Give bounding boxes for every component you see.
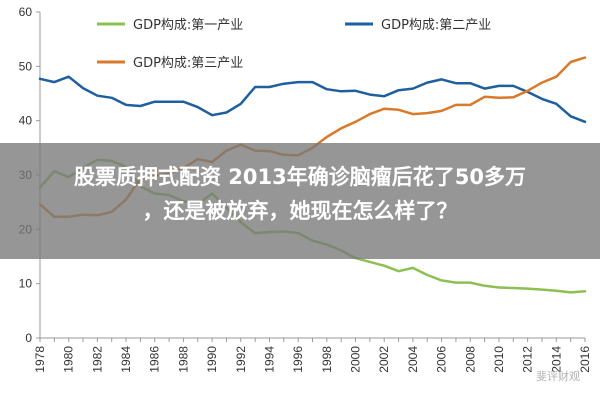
- y-tick-label: 40: [19, 114, 33, 128]
- x-tick-label: 1982: [90, 346, 104, 373]
- series-line-2: [38, 75, 587, 124]
- x-tick-label: 2014: [549, 346, 563, 373]
- y-tick-label: 10: [19, 277, 33, 291]
- legend-label-3: GDP构成:第三产业: [133, 56, 243, 71]
- x-tick-label: 2002: [377, 346, 391, 373]
- legend: GDP构成:第一产业 GDP构成:第二产业 GDP构成:第三产业: [97, 18, 491, 71]
- x-tick-label: 1986: [148, 346, 162, 373]
- x-tick-label: 2008: [463, 346, 477, 373]
- x-tick-label: 2006: [435, 346, 449, 373]
- y-tick-label: 50: [19, 59, 33, 73]
- x-tick-label: 2010: [492, 346, 506, 373]
- x-tick-label: 2004: [406, 346, 420, 373]
- headline-line-1: 股票质押式配资 2013年确诊脑瘤后花了50多万: [74, 165, 526, 189]
- x-tick-label: 1978: [33, 346, 47, 373]
- x-tick-label: 1990: [205, 346, 219, 373]
- headline-line-2: ，还是被放弃，她现在怎么样了？: [142, 199, 458, 223]
- x-tick-label: 1988: [176, 346, 190, 373]
- x-tick-label: 2000: [349, 346, 363, 373]
- x-tick-label: 1996: [291, 346, 305, 373]
- legend-label-1: GDP构成:第一产业: [133, 18, 243, 33]
- watermark: 斐评财观: [536, 370, 580, 383]
- x-tick-label: 1980: [62, 346, 76, 373]
- headline[interactable]: 股票质押式配资 2013年确诊脑瘤后花了50多万 ，还是被放弃，她现在怎么样了？: [0, 160, 600, 228]
- x-tick-label: 1984: [119, 346, 133, 373]
- y-tick-label: 60: [19, 5, 33, 19]
- x-tick-label: 1994: [262, 346, 276, 373]
- x-tick-label: 2016: [578, 346, 592, 373]
- legend-label-2: GDP构成:第二产业: [381, 18, 491, 33]
- x-tick-label: 2012: [521, 346, 535, 373]
- headline-band: [0, 143, 600, 259]
- y-tick-label: 0: [25, 331, 32, 345]
- x-tick-label: 1998: [320, 346, 334, 373]
- x-tick-label: 1992: [234, 346, 248, 373]
